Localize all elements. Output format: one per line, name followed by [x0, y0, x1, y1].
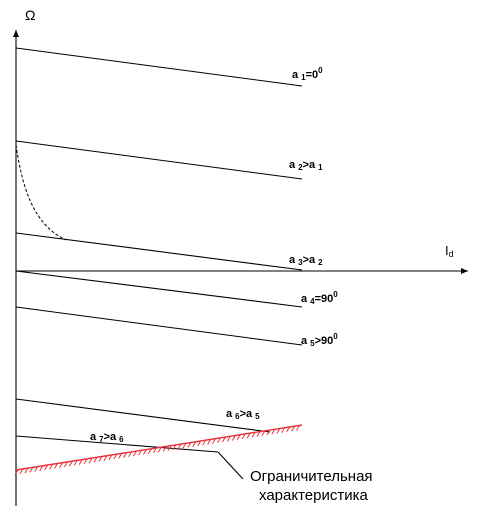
line-a2	[15, 140, 303, 180]
hatch-mark	[231, 435, 236, 441]
hatch-mark	[172, 444, 177, 451]
hatch-mark	[68, 460, 73, 467]
label-a1: a 1=00	[292, 66, 323, 82]
hatch-mark	[236, 434, 241, 440]
hatch-mark	[147, 448, 152, 454]
hatch-mark	[212, 438, 216, 444]
limit-characteristic-hatching	[14, 425, 300, 475]
hatch-mark	[54, 463, 58, 469]
label-a4: a 4=900	[301, 290, 338, 306]
hatch-mark	[128, 451, 133, 458]
svg-text:a4=900: a 4=900	[301, 290, 338, 306]
hatch-mark	[152, 447, 157, 454]
hatch-mark	[78, 459, 83, 465]
label-a3: a 3>a 2	[289, 254, 323, 267]
hatch-mark	[221, 436, 226, 443]
hatch-mark	[14, 469, 19, 475]
hatch-mark	[256, 431, 261, 437]
hatch-mark	[241, 433, 246, 440]
hatch-mark	[49, 463, 54, 470]
line-a5	[15, 306, 303, 346]
limit-caption-line2: характеристика	[259, 487, 368, 504]
hatch-mark	[138, 450, 142, 456]
hatch-mark	[29, 467, 34, 473]
svg-text:a6>a5: a 6>a 5	[226, 408, 260, 421]
y-axis-label: Ω	[25, 7, 35, 23]
hatch-mark	[226, 436, 231, 442]
hatch-mark	[202, 439, 207, 446]
label-a5: a 5>900	[301, 332, 338, 348]
hatch-mark	[261, 430, 266, 437]
line-a4	[15, 270, 303, 308]
hatch-mark	[108, 454, 113, 461]
line-a1	[15, 47, 303, 87]
caption-pointer-line	[217, 451, 244, 480]
hatch-mark	[73, 460, 78, 466]
label-a7: a 7>a 6	[90, 431, 124, 444]
hatch-mark	[39, 465, 44, 472]
hatch-mark	[44, 464, 49, 471]
hatch-mark	[182, 443, 187, 449]
hatch-mark	[291, 425, 296, 432]
x-axis-label: Id	[445, 243, 454, 259]
hatch-mark	[24, 467, 29, 474]
hatch-mark	[113, 453, 118, 460]
transition-dashed-curve	[15, 144, 67, 241]
hatch-mark	[133, 450, 137, 457]
hatch-mark	[286, 426, 291, 433]
line-a6	[15, 398, 271, 433]
hatch-mark	[142, 449, 147, 455]
hatch-mark	[251, 432, 256, 438]
hatch-mark	[123, 452, 128, 458]
hatch-mark	[19, 468, 24, 475]
line-a3	[15, 232, 303, 271]
hatch-mark	[63, 461, 68, 468]
limit-characteristic-line	[15, 424, 303, 471]
hatch-mark	[271, 429, 276, 435]
hatch-mark	[157, 446, 162, 453]
hatch-mark	[93, 457, 98, 463]
hatch-mark	[88, 457, 93, 464]
hatch-mark	[58, 462, 63, 468]
hatch-mark	[167, 445, 172, 451]
hatch-mark	[177, 443, 182, 450]
svg-text:a3>a2: a 3>a 2	[289, 254, 323, 267]
hatch-mark	[281, 427, 286, 433]
hatch-mark	[276, 428, 281, 434]
hatch-mark	[197, 440, 202, 447]
hatch-mark	[266, 429, 271, 436]
line-a7	[15, 435, 219, 453]
svg-text:a1=00: a 1=00	[292, 66, 323, 82]
limit-caption-line1: Ограничительная	[250, 468, 373, 485]
hatch-mark	[246, 432, 251, 439]
svg-text:a5>900: a 5>900	[301, 332, 338, 348]
hatch-mark	[83, 458, 88, 465]
svg-text:a7>a6: a 7>a 6	[90, 431, 124, 444]
hatch-mark	[103, 455, 108, 461]
label-a2: a 2>a 1	[289, 159, 323, 172]
hatch-mark	[207, 439, 212, 445]
hatch-mark	[34, 466, 39, 472]
hatch-mark	[296, 425, 300, 431]
hatch-mark	[118, 453, 123, 459]
hatch-mark	[192, 441, 197, 447]
hatch-mark	[162, 446, 167, 452]
svg-text:a2>a1: a 2>a 1	[289, 159, 323, 172]
hatch-mark	[98, 456, 103, 462]
hatch-mark	[217, 437, 221, 444]
hatch-mark	[187, 442, 192, 448]
label-a6: a 6>a 5	[226, 408, 260, 421]
